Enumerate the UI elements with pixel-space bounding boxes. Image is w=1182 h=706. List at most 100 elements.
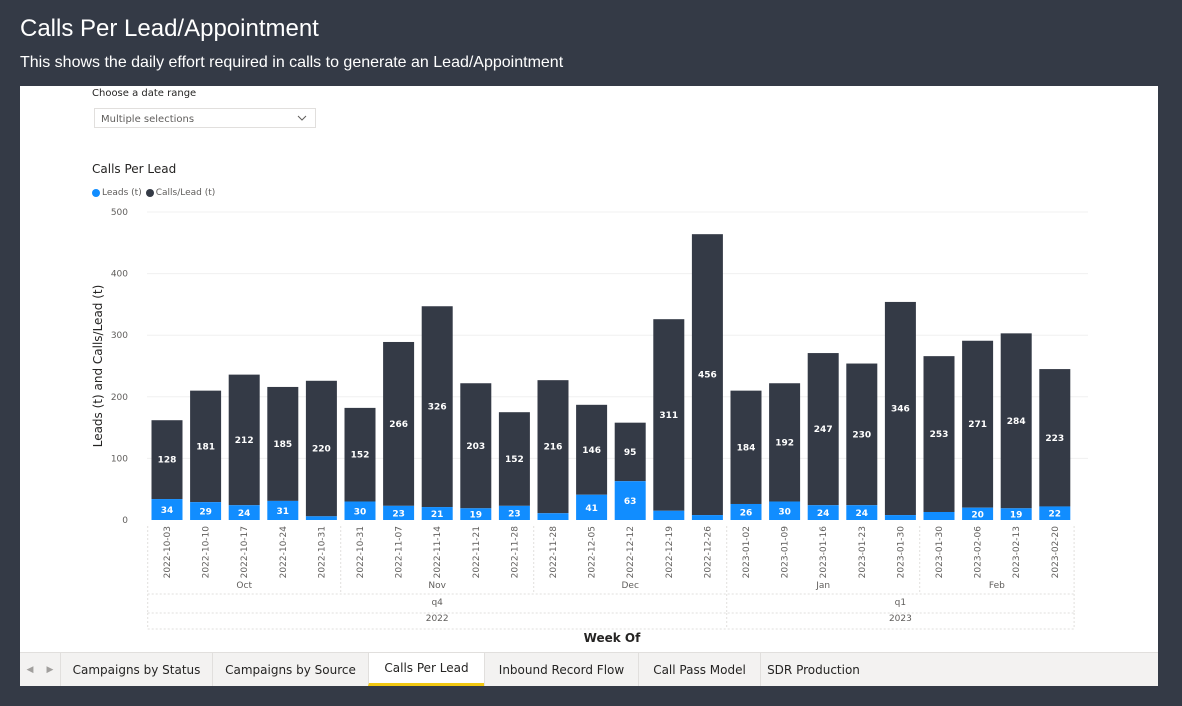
month-group-label: Jan bbox=[815, 581, 830, 591]
year-group-label: 2023 bbox=[889, 614, 912, 624]
data-label-leads: 26 bbox=[740, 508, 753, 518]
tab-sdr-production[interactable]: SDR Production bbox=[760, 653, 866, 686]
bar-leads bbox=[691, 515, 723, 520]
tab-campaigns-by-source[interactable]: Campaigns by Source bbox=[212, 653, 368, 686]
legend-item-calls[interactable]: Calls/Lead (t) bbox=[145, 188, 215, 198]
data-label-calls: 181 bbox=[196, 442, 215, 452]
bar-calls-per-lead bbox=[884, 301, 916, 516]
bar-calls-per-lead bbox=[846, 363, 878, 506]
bar-calls-per-lead bbox=[498, 412, 530, 506]
bar-leads bbox=[769, 501, 801, 520]
year-group-label: 2022 bbox=[426, 614, 449, 624]
bar-calls-per-lead bbox=[730, 390, 762, 504]
bar-calls-per-lead bbox=[653, 319, 685, 511]
x-tick-label: 2023-02-06 bbox=[974, 526, 984, 579]
bar-calls-per-lead bbox=[305, 380, 337, 517]
bar-calls-per-lead bbox=[1039, 369, 1071, 507]
data-label-calls: 220 bbox=[312, 445, 331, 455]
bar-leads bbox=[923, 511, 955, 520]
data-label-calls: 456 bbox=[698, 371, 717, 381]
bar-calls-per-lead bbox=[267, 386, 299, 501]
data-label-leads: 30 bbox=[778, 507, 791, 517]
data-label-calls: 203 bbox=[466, 442, 485, 452]
x-tick-label: 2022-12-05 bbox=[588, 526, 598, 578]
x-tick-label: 2022-11-28 bbox=[510, 526, 520, 579]
data-label-leads: 23 bbox=[508, 509, 521, 519]
chevron-down-icon bbox=[297, 115, 307, 121]
data-label-leads: 24 bbox=[238, 509, 251, 519]
data-label-calls: 128 bbox=[158, 456, 177, 466]
tab-prev-button[interactable]: ◀ bbox=[26, 664, 34, 675]
tab-call-pass-model[interactable]: Call Pass Model bbox=[638, 653, 760, 686]
x-tick-label: 2022-10-03 bbox=[163, 526, 173, 578]
legend-dot-calls bbox=[145, 189, 154, 197]
bar-leads bbox=[962, 507, 994, 520]
data-label-leads: 30 bbox=[354, 507, 367, 517]
bar-leads bbox=[1039, 506, 1071, 520]
bar-calls-per-lead bbox=[537, 380, 569, 514]
bar-calls-per-lead bbox=[614, 422, 646, 482]
y-tick-label: 300 bbox=[111, 331, 128, 341]
x-tick-label: 2022-10-24 bbox=[279, 526, 289, 579]
x-tick-label: 2022-11-07 bbox=[395, 526, 405, 578]
tab-campaigns-by-status[interactable]: Campaigns by Status bbox=[60, 653, 212, 686]
x-tick-label: 2023-01-30 bbox=[935, 526, 945, 579]
page-tab-bar: ◀ ▶ Campaigns by Status Campaigns by Sour… bbox=[20, 652, 1158, 686]
data-label-leads: 24 bbox=[817, 509, 830, 519]
date-range-slicer[interactable]: Multiple selections bbox=[94, 108, 316, 128]
bar-leads bbox=[228, 505, 260, 520]
data-label-calls: 95 bbox=[624, 448, 637, 458]
data-label-calls: 311 bbox=[659, 411, 678, 421]
x-tick-label: 2023-01-16 bbox=[819, 526, 829, 579]
x-tick-label: 2023-02-13 bbox=[1012, 526, 1022, 578]
data-label-leads: 41 bbox=[585, 504, 598, 514]
data-label-leads: 20 bbox=[971, 510, 984, 520]
bar-calls-per-lead bbox=[383, 341, 415, 506]
tab-inbound-record-flow[interactable]: Inbound Record Flow bbox=[484, 653, 638, 686]
x-tick-label: 2023-01-09 bbox=[781, 526, 791, 579]
bar-calls-per-lead bbox=[460, 383, 492, 509]
bar-leads bbox=[383, 505, 415, 520]
data-label-calls: 152 bbox=[505, 455, 524, 465]
data-label-leads: 31 bbox=[277, 507, 290, 517]
bar-leads bbox=[537, 513, 569, 520]
bar-calls-per-lead bbox=[769, 383, 801, 502]
data-label-leads: 29 bbox=[199, 508, 212, 518]
data-label-calls: 223 bbox=[1045, 434, 1064, 444]
data-label-calls: 346 bbox=[891, 405, 910, 415]
bar-calls-per-lead bbox=[962, 340, 994, 508]
x-tick-label: 2022-11-28 bbox=[549, 526, 559, 579]
x-tick-label: 2023-01-23 bbox=[858, 526, 868, 578]
x-tick-label: 2022-11-21 bbox=[472, 526, 482, 578]
x-tick-label: 2022-12-26 bbox=[703, 526, 713, 579]
y-tick-label: 0 bbox=[122, 516, 128, 526]
slicer-label: Choose a date range bbox=[92, 88, 197, 99]
x-tick-label: 2022-12-19 bbox=[665, 526, 675, 579]
data-label-leads: 22 bbox=[1049, 510, 1062, 520]
bar-leads bbox=[576, 494, 608, 520]
data-label-leads: 23 bbox=[392, 509, 405, 519]
visual-title: Calls Per Lead bbox=[92, 162, 177, 176]
x-tick-label: 2022-10-31 bbox=[356, 526, 366, 578]
slicer-value: Multiple selections bbox=[101, 114, 195, 125]
bar-leads bbox=[344, 501, 376, 520]
data-label-leads: 63 bbox=[624, 497, 637, 507]
bar-leads bbox=[846, 505, 878, 520]
bar-calls-per-lead bbox=[1000, 333, 1032, 509]
bar-calls-per-lead bbox=[807, 353, 839, 506]
bar-calls-per-lead bbox=[576, 404, 608, 495]
tab-calls-per-lead[interactable]: Calls Per Lead bbox=[368, 653, 484, 686]
data-label-leads: 19 bbox=[470, 511, 483, 521]
y-axis-label: Leads (t) and Calls/Lead (t) bbox=[91, 285, 105, 448]
bar-calls-per-lead bbox=[421, 306, 453, 508]
tab-next-button[interactable]: ▶ bbox=[46, 664, 54, 675]
bar-leads bbox=[267, 500, 299, 520]
bar-leads bbox=[884, 515, 916, 520]
bar-leads bbox=[1000, 508, 1032, 520]
data-label-calls: 146 bbox=[582, 446, 601, 456]
data-label-calls: 266 bbox=[389, 420, 408, 430]
x-tick-label: 2023-01-02 bbox=[742, 526, 752, 578]
legend-item-leads[interactable]: Leads (t) bbox=[92, 188, 142, 198]
y-tick-label: 200 bbox=[111, 393, 128, 403]
x-tick-label: 2022-12-12 bbox=[626, 526, 636, 578]
